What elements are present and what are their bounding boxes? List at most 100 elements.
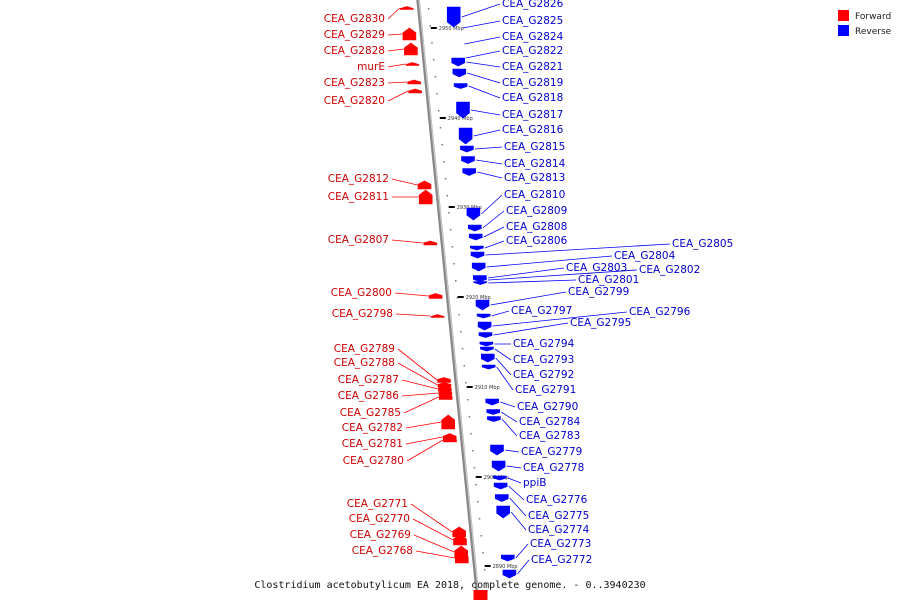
reverse-gene-label[interactable]: CEA_G2775: [528, 510, 589, 522]
reverse-gene-feature[interactable]: [468, 233, 483, 241]
reverse-gene-label[interactable]: CEA_G2784: [519, 416, 581, 428]
reverse-gene-feature[interactable]: [496, 505, 511, 519]
forward-gene-label[interactable]: CEA_G2823: [324, 77, 385, 89]
reverse-gene-label[interactable]: CEA_G2825: [502, 15, 563, 27]
reverse-gene-label[interactable]: CEA_G2778: [523, 462, 584, 474]
reverse-gene-label[interactable]: CEA_G2815: [504, 141, 565, 153]
forward-gene-label[interactable]: CEA_G2770: [349, 513, 410, 525]
reverse-gene-label[interactable]: CEA_G2791: [515, 384, 576, 396]
reverse-gene-label[interactable]: CEA_G2779: [521, 446, 582, 458]
forward-gene-feature[interactable]: [417, 180, 432, 190]
reverse-gene-label[interactable]: CEA_G2794: [513, 338, 575, 350]
forward-gene-label[interactable]: murE: [357, 61, 385, 73]
reverse-gene-feature[interactable]: [461, 156, 475, 164]
reverse-gene-label[interactable]: CEA_G2809: [506, 205, 567, 217]
reverse-gene-label[interactable]: CEA_G2813: [504, 172, 565, 184]
reverse-gene-feature[interactable]: [453, 83, 468, 89]
reverse-gene-feature[interactable]: [480, 346, 494, 352]
reverse-gene-feature[interactable]: [452, 68, 467, 78]
reverse-gene-feature[interactable]: [490, 444, 504, 456]
reverse-gene-label[interactable]: CEA_G2818: [502, 92, 563, 104]
reverse-gene-label[interactable]: CEA_G2826: [502, 0, 564, 10]
reverse-gene-feature[interactable]: [470, 251, 485, 259]
reverse-gene-label[interactable]: CEA_G2806: [506, 235, 568, 247]
reverse-gene-label[interactable]: CEA_G2817: [502, 109, 563, 121]
forward-gene-feature[interactable]: [430, 314, 445, 318]
reverse-gene-feature[interactable]: [494, 494, 509, 502]
forward-gene-feature[interactable]: [402, 27, 417, 41]
reverse-gene-feature[interactable]: [476, 313, 491, 319]
forward-gene-label[interactable]: CEA_G2787: [338, 374, 399, 386]
reverse-gene-label[interactable]: CEA_G2822: [502, 45, 563, 57]
reverse-gene-label[interactable]: ppiB: [523, 477, 546, 489]
forward-gene-label[interactable]: CEA_G2785: [340, 407, 401, 419]
reverse-gene-feature[interactable]: [462, 168, 477, 176]
forward-gene-label[interactable]: CEA_G2771: [347, 498, 408, 510]
reverse-gene-label[interactable]: CEA_G2793: [513, 354, 574, 366]
reverse-gene-feature[interactable]: [458, 127, 473, 145]
reverse-gene-feature[interactable]: [477, 321, 492, 331]
reverse-gene-feature[interactable]: [475, 299, 490, 311]
forward-gene-label[interactable]: CEA_G2789: [334, 343, 395, 355]
reverse-gene-feature[interactable]: [491, 460, 506, 472]
forward-gene-feature[interactable]: [441, 414, 456, 430]
reverse-gene-feature[interactable]: [469, 245, 484, 251]
forward-gene-label[interactable]: CEA_G2811: [328, 191, 389, 203]
reverse-gene-label[interactable]: CEA_G2814: [504, 158, 566, 170]
reverse-gene-feature[interactable]: [460, 145, 474, 153]
reverse-gene-feature[interactable]: [479, 341, 494, 347]
reverse-gene-label[interactable]: CEA_G2801: [578, 274, 639, 286]
reverse-gene-feature[interactable]: [500, 554, 515, 562]
reverse-gene-label[interactable]: CEA_G2808: [506, 221, 567, 233]
forward-gene-label[interactable]: CEA_G2829: [324, 29, 385, 41]
forward-gene-label[interactable]: CEA_G2830: [324, 13, 385, 25]
forward-gene-feature[interactable]: [438, 394, 453, 400]
forward-gene-feature[interactable]: [453, 534, 467, 546]
reverse-gene-feature[interactable]: [451, 57, 466, 67]
reverse-gene-feature[interactable]: [473, 278, 487, 282]
reverse-gene-feature[interactable]: [487, 416, 501, 422]
forward-gene-feature[interactable]: [405, 62, 420, 66]
reverse-gene-feature[interactable]: [466, 207, 481, 221]
forward-gene-feature[interactable]: [454, 552, 469, 564]
reverse-gene-feature[interactable]: [456, 101, 470, 119]
forward-gene-label[interactable]: CEA_G2798: [332, 308, 393, 320]
reverse-gene-feature[interactable]: [478, 332, 493, 338]
forward-gene-feature[interactable]: [408, 88, 422, 94]
forward-gene-feature[interactable]: [473, 590, 488, 600]
reverse-gene-label[interactable]: CEA_G2810: [504, 189, 565, 201]
reverse-gene-feature[interactable]: [446, 6, 461, 28]
reverse-gene-label[interactable]: CEA_G2799: [568, 286, 629, 298]
reverse-gene-feature[interactable]: [473, 281, 488, 285]
reverse-gene-feature[interactable]: [502, 569, 517, 579]
forward-gene-label[interactable]: CEA_G2782: [342, 422, 403, 434]
forward-gene-feature[interactable]: [437, 377, 451, 383]
forward-gene-label[interactable]: CEA_G2812: [328, 173, 389, 185]
forward-gene-label[interactable]: CEA_G2820: [324, 95, 385, 107]
reverse-gene-feature[interactable]: [486, 409, 501, 415]
forward-gene-label[interactable]: CEA_G2769: [350, 529, 411, 541]
reverse-gene-label[interactable]: CEA_G2804: [614, 250, 676, 262]
forward-gene-label[interactable]: CEA_G2788: [334, 357, 395, 369]
reverse-gene-label[interactable]: CEA_G2796: [629, 306, 691, 318]
reverse-gene-label[interactable]: CEA_G2776: [526, 494, 588, 506]
forward-gene-feature[interactable]: [423, 240, 438, 246]
forward-gene-label[interactable]: CEA_G2768: [352, 545, 413, 557]
forward-gene-feature[interactable]: [407, 79, 422, 85]
forward-gene-feature[interactable]: [428, 293, 443, 299]
reverse-gene-label[interactable]: CEA_G2774: [528, 524, 590, 536]
reverse-gene-label[interactable]: CEA_G2792: [513, 369, 574, 381]
forward-gene-label[interactable]: CEA_G2828: [324, 45, 385, 57]
reverse-gene-label[interactable]: CEA_G2802: [639, 264, 700, 276]
forward-gene-feature[interactable]: [404, 42, 418, 56]
reverse-gene-label[interactable]: CEA_G2816: [502, 124, 564, 136]
forward-gene-feature[interactable]: [443, 437, 457, 443]
reverse-gene-label[interactable]: CEA_G2797: [511, 305, 572, 317]
forward-gene-label[interactable]: CEA_G2781: [342, 438, 403, 450]
reverse-gene-label[interactable]: CEA_G2783: [519, 430, 580, 442]
reverse-gene-feature[interactable]: [481, 364, 496, 370]
reverse-gene-label[interactable]: CEA_G2824: [502, 31, 564, 43]
reverse-gene-label[interactable]: CEA_G2795: [570, 317, 631, 329]
forward-gene-feature[interactable]: [399, 6, 414, 10]
reverse-gene-feature[interactable]: [493, 482, 508, 490]
